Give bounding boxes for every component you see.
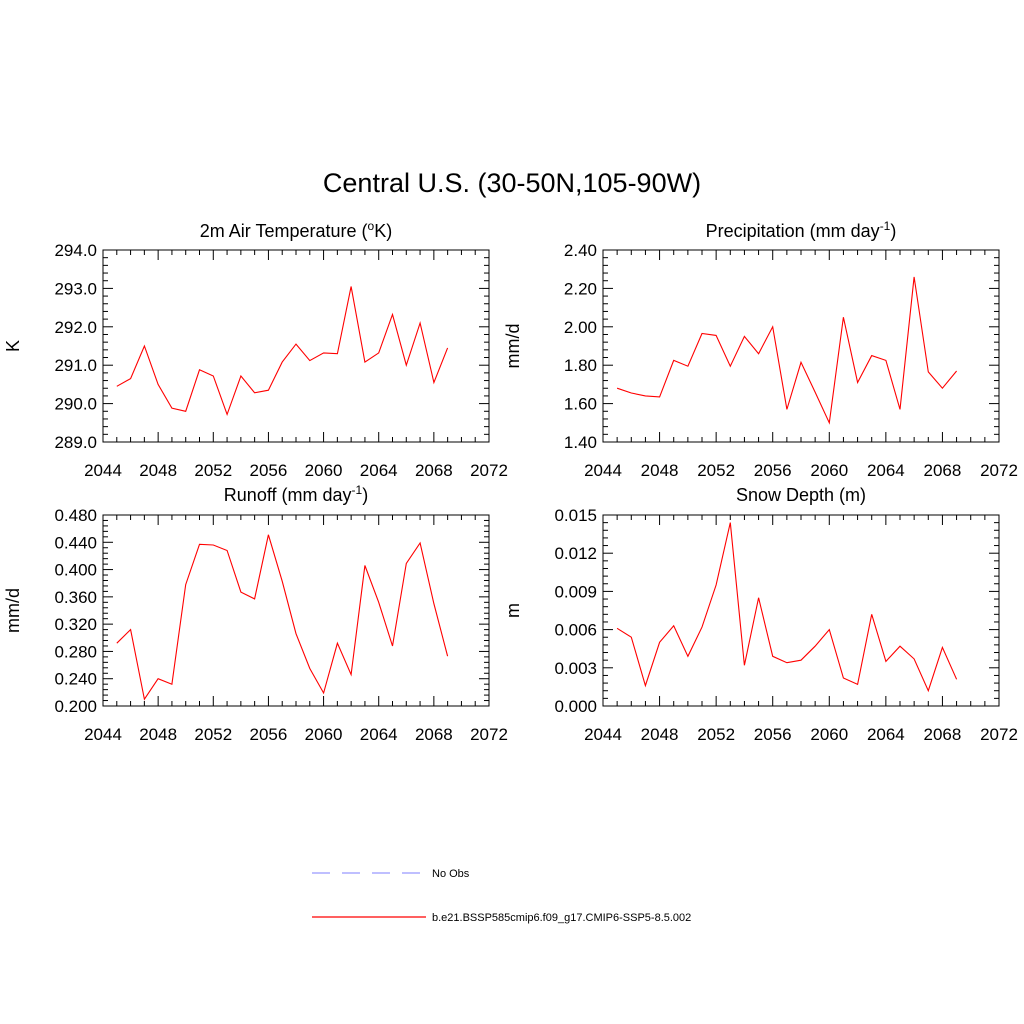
x-tick-label: 2048 [641,725,679,744]
x-tick-label: 2056 [754,461,792,480]
y-tick-label: 2.40 [564,241,597,260]
y-tick-label: 1.80 [564,356,597,375]
x-tick-label: 2072 [980,461,1018,480]
y-tick-label: 0.009 [554,582,597,601]
legend: No Obs b.e21.BSSP585cmip6.f09_g17.CMIP6-S… [312,868,691,924]
y-tick-label: 0.003 [554,659,597,678]
panel-title: Precipitation (mm day-1) [706,219,897,241]
y-axis-label: mm/d [503,324,523,369]
y-tick-label: 0.360 [54,588,97,607]
y-tick-label: 0.012 [554,544,597,563]
x-tick-label: 2060 [810,461,848,480]
x-tick-label: 2052 [697,461,735,480]
y-tick-label: 293.0 [54,279,97,298]
x-tick-label: 2064 [867,725,905,744]
y-tick-label: 0.200 [54,697,97,716]
x-tick-label: 2064 [360,725,398,744]
panel-title: Runoff (mm day-1) [224,483,368,505]
y-tick-label: 2.20 [564,279,597,298]
y-tick-label: 292.0 [54,318,97,337]
x-tick-label: 2056 [250,725,288,744]
y-tick-label: 289.0 [54,433,97,452]
series-line [116,286,449,417]
y-axis-label: m [503,603,523,618]
panel-2: Precipitation (mm day-1) mm/d 2044 2048 2052… [503,219,1018,480]
y-tick-label: 0.240 [54,670,97,689]
x-tick-label: 2048 [139,725,177,744]
x-tick-label: 2056 [250,461,288,480]
y-tick-label: 290.0 [54,395,97,414]
y-tick-label: 0.320 [54,615,97,634]
plot-frame [102,514,490,707]
x-tick-label: 2064 [867,461,905,480]
x-tick-label: 2056 [754,725,792,744]
x-tick-label: 2060 [305,461,343,480]
x-tick-label: 2048 [139,461,177,480]
panel-3: Runoff (mm day-1) mm/d 2044 2048 2052 2056 206… [3,483,508,744]
panel-4: Snow Depth (m) m 2044 2048 2052 2056 2060 2064 2… [503,485,1018,744]
y-tick-label: 294.0 [54,241,97,260]
x-tick-label: 2072 [470,725,508,744]
panel-title: Snow Depth (m) [736,485,866,505]
x-tick-label: 2068 [415,461,453,480]
x-tick-label: 2052 [194,725,232,744]
y-tick-label: 1.60 [564,395,597,414]
y-axis-label: mm/d [3,588,23,633]
y-tick-label: 0.400 [54,561,97,580]
y-tick-label: 0.280 [54,642,97,661]
x-tick-label: 2068 [924,461,962,480]
y-tick-label: 1.40 [564,433,597,452]
x-tick-label: 2044 [84,461,122,480]
y-tick-label: 2.00 [564,318,597,337]
panel-1: 2m Air Temperature (oK) K 2044 2048 2052 2056… [3,219,508,480]
plot-frame [102,249,490,443]
x-tick-label: 2044 [584,461,622,480]
x-tick-label: 2048 [641,461,679,480]
series-line [116,534,449,701]
legend-label: b.e21.BSSP585cmip6.f09_g17.CMIP6-SSP5-8.… [432,912,691,924]
x-tick-label: 2060 [810,725,848,744]
y-tick-label: 0.480 [54,506,97,525]
series-line [616,522,958,693]
panel-title: 2m Air Temperature (oK) [200,219,392,241]
figure-title: Central U.S. (30-50N,105-90W) [322,168,702,198]
x-tick-label: 2072 [470,461,508,480]
x-tick-label: 2044 [584,725,622,744]
series-line [616,276,958,425]
x-tick-label: 2068 [415,725,453,744]
x-tick-label: 2072 [980,725,1018,744]
y-tick-label: 0.015 [554,506,597,525]
x-tick-label: 2064 [360,461,398,480]
y-tick-label: 0.440 [54,533,97,552]
legend-label: No Obs [432,868,470,880]
y-axis-label: K [3,340,23,352]
plot-frame [602,514,1000,707]
x-tick-label: 2044 [84,725,122,744]
y-tick-label: 291.0 [54,356,97,375]
x-tick-label: 2068 [924,725,962,744]
x-tick-label: 2060 [305,725,343,744]
plot-frame [602,249,1000,443]
y-tick-label: 0.000 [554,697,597,716]
x-tick-label: 2052 [194,461,232,480]
x-tick-label: 2052 [697,725,735,744]
y-tick-label: 0.006 [554,621,597,640]
